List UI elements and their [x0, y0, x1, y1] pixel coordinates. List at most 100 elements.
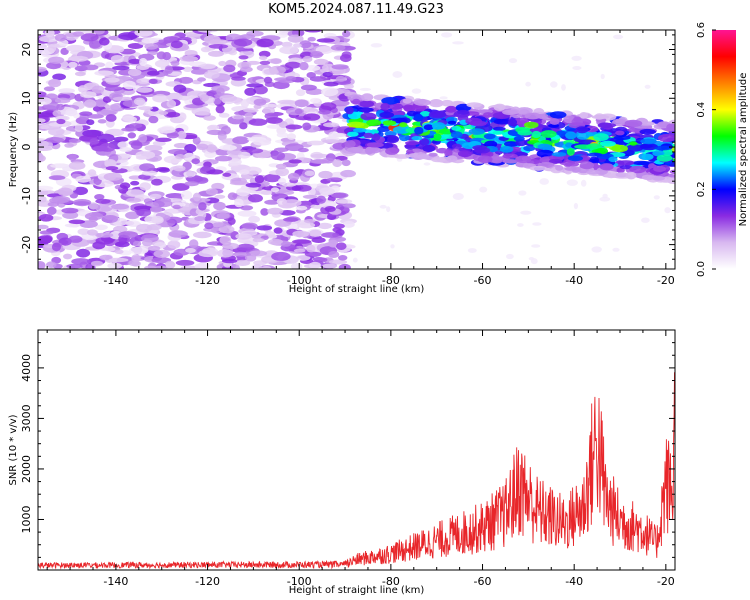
spectrogram-cell — [566, 179, 578, 186]
spectrogram-cell — [641, 153, 654, 160]
snr-xtick-label: -120 — [195, 575, 220, 588]
spectrogram-cell — [309, 229, 322, 237]
spectrogram-cell — [574, 144, 592, 149]
spectrogram-cell — [587, 152, 603, 157]
heatmap-ytick-label: -10 — [20, 187, 33, 205]
spectrogram-cell — [499, 145, 514, 153]
spectrogram-cell — [639, 128, 657, 135]
spectrogram-cell — [447, 120, 457, 125]
snr-xtick-label: -140 — [103, 575, 128, 588]
spectrogram-cell — [549, 118, 560, 125]
spectrogram-cell — [638, 121, 656, 126]
spectrogram-cell — [167, 240, 181, 249]
spectrogram-cell — [309, 261, 321, 269]
spectrogram-cell — [110, 55, 124, 63]
spectrogram-cell — [324, 206, 336, 212]
spectrogram-cell — [148, 78, 158, 84]
spectrogram-cell — [292, 239, 312, 244]
spectrogram-cell — [46, 261, 57, 269]
spectrogram-cell — [65, 108, 78, 117]
spectrogram-cell — [239, 122, 248, 130]
spectrogram-cell — [414, 126, 424, 135]
spectrogram-cell — [316, 195, 327, 204]
spectrogram-cell — [291, 185, 302, 191]
spectrogram-cell — [72, 199, 92, 207]
spectrogram-cell — [150, 206, 163, 213]
spectrogram-cell — [293, 43, 302, 48]
spectrogram-cell — [653, 195, 660, 200]
spectrogram-cell — [310, 153, 330, 158]
spectrogram-cell — [58, 237, 72, 246]
spectrogram-cell — [294, 108, 303, 115]
spectrogram-cell — [600, 73, 605, 80]
spectrogram-cell — [641, 174, 656, 181]
spectrogram-cell — [77, 228, 90, 235]
spectrogram-cell — [88, 40, 101, 49]
spectrogram-cell — [208, 50, 224, 57]
spectrogram-cell — [573, 202, 579, 210]
spectrogram-cell — [51, 242, 62, 252]
spectrogram-cell — [483, 133, 496, 140]
spectrogram-cell — [319, 257, 328, 262]
spectrogram-cell — [345, 106, 354, 115]
spectrogram-cell — [204, 222, 214, 230]
spectrogram-cell — [428, 110, 447, 119]
spectrogram-cell — [253, 139, 271, 146]
spectrogram-cell — [243, 108, 259, 113]
spectrogram-cell — [125, 220, 135, 226]
spectrogram-cell — [564, 161, 580, 167]
spectrogram-cell — [68, 235, 83, 243]
spectrogram-cell — [523, 145, 536, 152]
spectrogram-cell — [457, 150, 472, 158]
spectrogram-cell — [212, 222, 226, 228]
spectrogram-cell — [629, 141, 638, 146]
spectrogram-cell — [265, 117, 283, 124]
spectrogram-cell — [377, 126, 391, 132]
spectrogram-cell — [385, 147, 399, 155]
spectrogram-cell — [445, 105, 457, 113]
spectrogram-cell — [104, 159, 117, 166]
spectrogram-cell — [322, 263, 338, 269]
spectrogram-cell — [119, 147, 133, 152]
spectrogram-cell — [125, 211, 140, 220]
spectrogram-cell — [221, 258, 238, 264]
spectrogram-cell — [208, 44, 229, 49]
spectrogram-cell — [304, 170, 315, 176]
spectrogram-cell — [66, 263, 83, 269]
heatmap-ylabel: Frequency (Hz) — [8, 112, 19, 188]
spectrogram-cell — [654, 145, 672, 151]
spectrogram-cell — [537, 143, 552, 150]
spectrogram-cell — [322, 139, 341, 144]
spectrogram-cell — [580, 179, 587, 187]
spectrogram-cell — [236, 243, 255, 251]
spectrogram-cell — [335, 199, 353, 204]
spectrogram-cell — [517, 223, 524, 227]
spectrogram-cell — [293, 248, 306, 253]
spectrogram-cell — [366, 119, 382, 126]
spectrogram-cell — [195, 111, 211, 116]
spectrogram-cell — [508, 58, 518, 64]
spectrogram-cell — [387, 103, 404, 110]
spectrogram-cell — [380, 102, 390, 111]
spectrogram-cell — [306, 140, 325, 146]
spectrogram-cell — [515, 107, 533, 115]
spectrogram-cell — [75, 175, 91, 183]
spectrogram-cell — [45, 137, 65, 143]
spectrogram-cell — [571, 55, 582, 61]
spectrogram-cell — [335, 75, 346, 82]
spectrogram-cell — [422, 144, 436, 153]
spectrogram-cell — [366, 142, 384, 148]
spectrogram-cell — [206, 144, 218, 153]
spectrogram-cell — [200, 46, 211, 53]
heatmap-xtick-label: -120 — [195, 274, 220, 287]
spectrogram-cell — [479, 186, 488, 193]
spectrogram-cell — [548, 158, 563, 164]
spectrogram-cell — [166, 208, 179, 214]
spectrogram-cell — [94, 203, 113, 212]
spectrogram-cell — [353, 128, 367, 133]
spectrogram-cell — [151, 178, 163, 186]
spectrogram-cell — [147, 245, 161, 252]
spectrogram-cell — [450, 131, 463, 139]
spectrogram-cell — [428, 152, 438, 157]
spectrogram — [38, 30, 675, 269]
